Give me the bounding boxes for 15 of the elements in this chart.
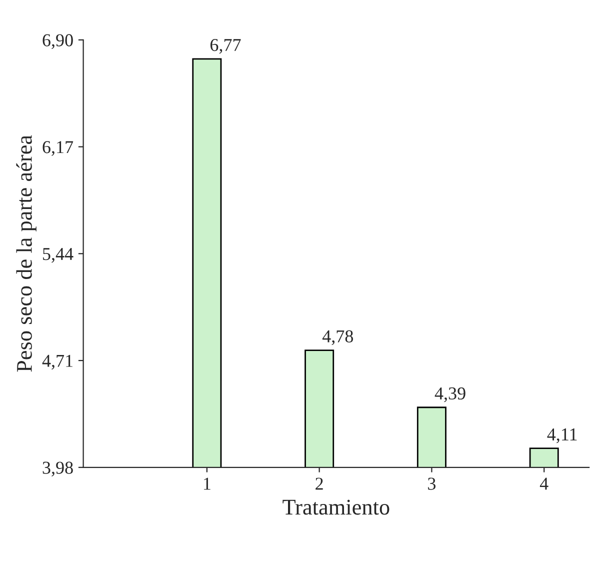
y-axis-title: Peso seco de la parte aérea [16, 135, 36, 372]
y-tick-label: 6,17 [42, 141, 74, 156]
x-tick-label: 2 [316, 478, 323, 490]
y-tick-label: 3,98 [42, 462, 73, 476]
y-tick-label: 5,44 [43, 248, 74, 263]
data-label: 4,11 [547, 428, 577, 444]
y-tick-label: 4,71 [42, 354, 72, 370]
data-label: 4,78 [322, 330, 354, 346]
x-axis-title: Tratamiento [282, 500, 390, 515]
y-tick-label: 6,90 [42, 34, 73, 49]
x-tick-label: 1 [204, 478, 210, 490]
x-tick-label: 4 [540, 478, 548, 490]
data-label: 6,77 [210, 38, 241, 54]
data-label: 4,39 [434, 387, 466, 402]
x-tick-label: 3 [428, 478, 436, 490]
